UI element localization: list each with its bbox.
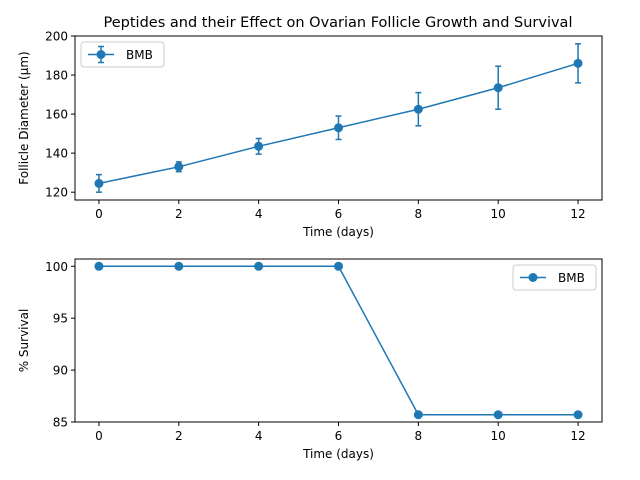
legend-label: BMB bbox=[558, 271, 585, 285]
x-tick-label: 4 bbox=[255, 207, 263, 221]
x-tick-label: 10 bbox=[491, 207, 506, 221]
data-point bbox=[493, 83, 503, 93]
y-tick-label: 160 bbox=[45, 108, 68, 122]
y-tick-label: 85 bbox=[53, 416, 68, 430]
data-point bbox=[174, 162, 184, 172]
data-point bbox=[334, 261, 343, 271]
y-tick-label: 140 bbox=[45, 147, 68, 161]
x-tick-label: 12 bbox=[570, 429, 585, 443]
x-tick-label: 0 bbox=[95, 207, 103, 221]
y-tick-label: 100 bbox=[45, 260, 68, 274]
x-tick-label: 6 bbox=[335, 207, 343, 221]
chart-top: 0 2 4 6 8 10 12 120 140 160 180 200 Time (days) Folli… bbox=[17, 30, 603, 239]
data-point bbox=[254, 261, 264, 271]
y-tick-label: 90 bbox=[53, 364, 68, 378]
data-point bbox=[254, 141, 264, 151]
x-tick-label: 10 bbox=[491, 429, 506, 443]
y-axis-label: % Survival bbox=[17, 309, 31, 373]
x-axis-label: Time (days) bbox=[302, 447, 374, 461]
y-tick-label: 200 bbox=[45, 30, 68, 44]
x-tick-label: 2 bbox=[175, 429, 183, 443]
data-point bbox=[573, 410, 583, 420]
legend-marker bbox=[96, 50, 106, 59]
x-tick-label: 0 bbox=[95, 429, 103, 443]
x-axis-label: Time (days) bbox=[302, 225, 374, 239]
series-line bbox=[98, 265, 579, 416]
data-point bbox=[94, 178, 104, 188]
x-tick-label: 8 bbox=[415, 207, 423, 221]
x-tick-label: 6 bbox=[335, 429, 343, 443]
x-tick-label: 8 bbox=[415, 429, 423, 443]
data-point bbox=[94, 261, 104, 271]
y-tick-label: 180 bbox=[45, 69, 68, 83]
y-tick-label: 95 bbox=[53, 312, 68, 326]
y-axis-label: Follicle Diameter (μm) bbox=[17, 51, 31, 184]
data-point bbox=[573, 58, 583, 68]
x-tick-label: 4 bbox=[255, 429, 263, 443]
x-tick-label: 12 bbox=[570, 207, 585, 221]
legend-box bbox=[512, 264, 597, 291]
chart-bottom: 0 2 4 6 8 10 12 85 90 95 100 Time (days) % Survival B… bbox=[17, 258, 603, 461]
data-point bbox=[334, 123, 343, 133]
legend-label: BMB bbox=[126, 48, 153, 62]
legend-marker bbox=[528, 273, 538, 282]
data-point bbox=[413, 104, 423, 114]
data-point bbox=[493, 410, 503, 420]
x-tick-label: 2 bbox=[175, 207, 183, 221]
y-tick-label: 120 bbox=[45, 186, 68, 200]
data-point bbox=[413, 410, 423, 420]
data-point bbox=[174, 261, 184, 271]
figure-title: Peptides and their Effect on Ovarian Fol… bbox=[104, 15, 573, 31]
